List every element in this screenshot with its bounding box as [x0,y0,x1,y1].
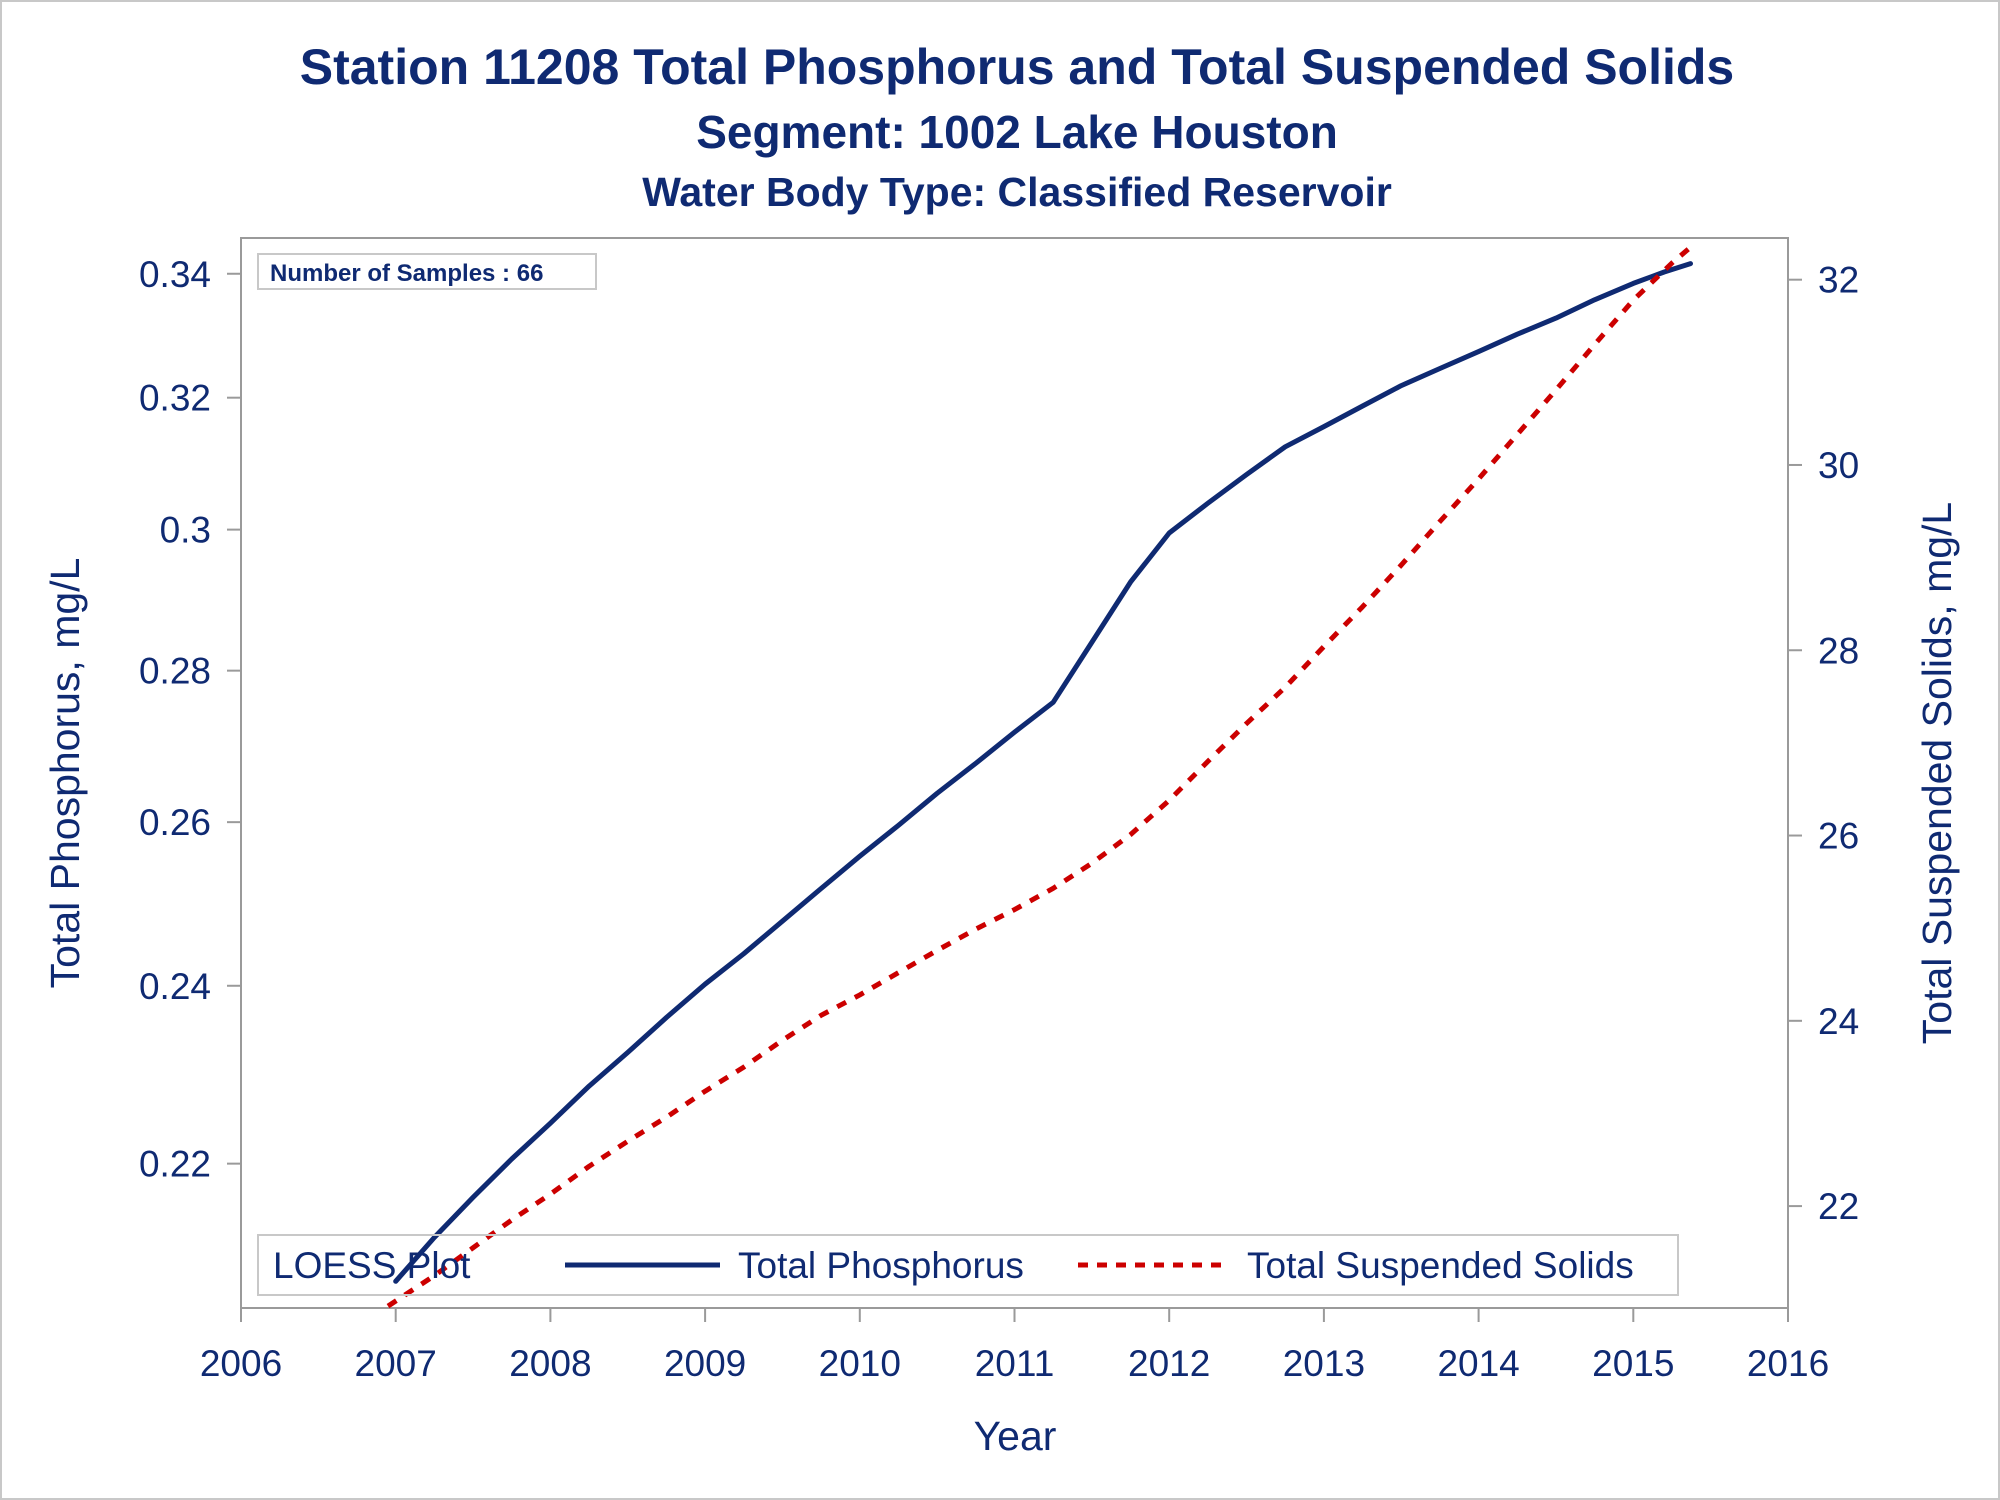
chart-title: Station 11208 Total Phosphorus and Total… [300,39,1734,95]
chart-subtitle-2: Water Body Type: Classified Reservoir [642,169,1392,215]
x-axis-label: Year [974,1413,1057,1459]
legend-label-total-phosphorus: Total Phosphorus [738,1245,1024,1286]
sample-count-text: Number of Samples : 66 [270,260,543,287]
y-tick-label: 0.22 [139,1144,211,1185]
legend-label-total-suspended-solids: Total Suspended Solids [1247,1245,1634,1286]
chart-subtitle: Segment: 1002 Lake Houston [696,106,1338,158]
legend-box [257,1234,1679,1296]
legend: LOESS Plot Total Phosphorus Total Suspen… [257,1234,1679,1296]
series-layer [386,245,1693,1309]
x-tick-label: 2009 [664,1343,746,1384]
y-tick-label: 0.34 [139,254,211,295]
y2-tick-label: 26 [1818,816,1859,857]
plot-area [240,237,1789,1309]
x-tick-label: 2016 [1747,1343,1829,1384]
x-tick-label: 2011 [975,1343,1055,1384]
series-line-total-phosphorus [393,261,1693,1284]
x-tick-label: 2015 [1592,1343,1674,1384]
y-tick-label: 0.26 [139,802,211,843]
y-tick-label: 0.28 [139,651,211,692]
x-tick-label: 2008 [509,1343,591,1384]
y-axis-left: 0.22 0.24 0.26 0.28 0.3 0.32 0.34 [139,254,241,1185]
y2-tick-label: 32 [1818,260,1859,301]
y2-tick-label: 22 [1818,1186,1859,1227]
x-tick-label: 2007 [355,1343,437,1384]
x-tick-label: 2006 [200,1343,282,1384]
series-line-total-suspended-solids [386,245,1693,1309]
x-tick-label: 2013 [1283,1343,1365,1384]
y-tick-label: 0.32 [139,378,211,419]
y2-tick-label: 30 [1818,445,1859,486]
y2-tick-label: 28 [1818,630,1859,671]
x-tick-label: 2010 [819,1343,901,1384]
x-axis: 2006 2007 2008 2009 2010 2011 2012 2013 2014 2015… [200,1308,1829,1384]
y-axis-label: Total Phosphorus, mg/L [42,558,88,989]
legend-title: LOESS Plot [273,1245,471,1286]
y2-axis-label: Total Suspended Solids, mg/L [1914,502,1960,1044]
x-tick-label: 2014 [1437,1343,1519,1384]
x-tick-label: 2012 [1128,1343,1210,1384]
y-tick-label: 0.3 [160,510,211,551]
y-tick-label: 0.24 [139,966,211,1007]
y-axis-right: 22 24 26 28 30 32 [1788,260,1859,1227]
sample-count-box: Number of Samples : 66 [257,253,597,290]
y2-tick-label: 24 [1818,1001,1859,1042]
